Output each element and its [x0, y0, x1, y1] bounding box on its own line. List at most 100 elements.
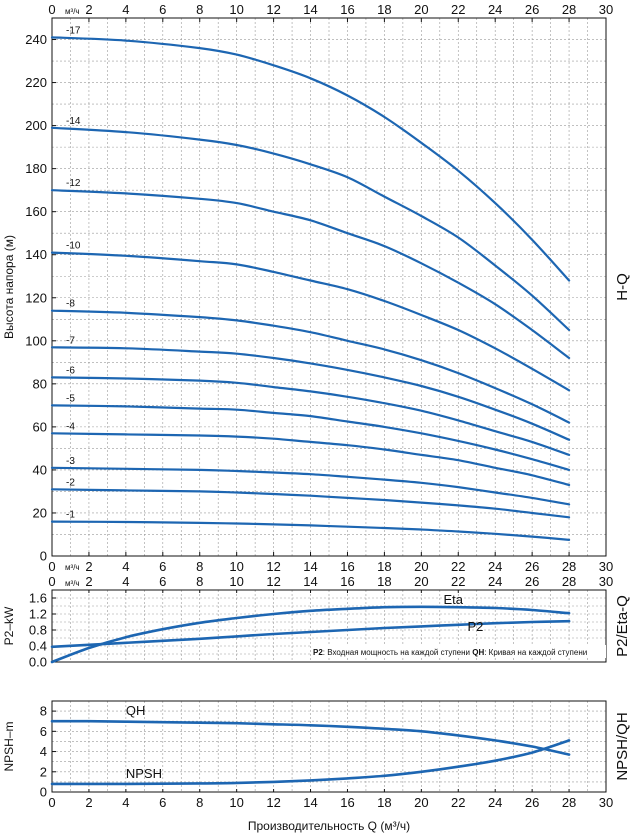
x-tick-label-bottom: 28: [562, 559, 576, 574]
curve-hq-17: [50, 36, 571, 282]
y-tick-label: 0: [40, 549, 47, 564]
curve-hq-4: [50, 432, 571, 487]
curve-label: -4: [66, 421, 75, 432]
x-tick-label-bottom: 24: [488, 559, 502, 574]
x-unit-label-bottom: м³/ч: [65, 563, 80, 572]
x-tick-label-bottom: 12: [266, 795, 280, 810]
y-tick-label: 40: [33, 462, 47, 477]
x-tick-label-top: 16: [340, 2, 354, 17]
grid-hq: [52, 18, 606, 556]
x-tick-label-top: 12: [266, 2, 280, 17]
y-tick-label: 0.0: [29, 655, 47, 670]
x-tick-label-bottom: 0: [48, 795, 55, 810]
y-tick-label: 0.8: [29, 623, 47, 638]
y-axis-title: Высота напора (м): [2, 235, 16, 339]
x-tick-label-top: 10: [229, 574, 243, 589]
curve-label: -5: [66, 393, 75, 404]
curve-hq-1: [50, 520, 571, 541]
x-tick-label-bottom: 2: [85, 559, 92, 574]
curve-hq-6: [50, 376, 571, 456]
x-tick-label-bottom: 2: [85, 795, 92, 810]
panel-hq: 0022446688101012121414161618182020222224…: [2, 2, 631, 574]
x-tick-label-bottom: 4: [122, 559, 129, 574]
y-tick-label: 1.6: [29, 591, 47, 606]
y-tick-label: 60: [33, 419, 47, 434]
x-unit-label-top: м³/ч: [65, 7, 80, 16]
x-tick-label-top: 14: [303, 574, 317, 589]
x-tick-label-bottom: 16: [340, 559, 354, 574]
x-axis-title: Производительность Q (м³/ч): [248, 819, 410, 833]
x-tick-label-bottom: 22: [451, 559, 465, 574]
x-tick-label-top: 4: [122, 2, 129, 17]
x-tick-label-top: 28: [562, 574, 576, 589]
curve-hq-3: [50, 466, 571, 506]
y-tick-label: 2: [40, 764, 47, 779]
x-tick-label-bottom: 12: [266, 559, 280, 574]
x-tick-label-top: 18: [377, 574, 391, 589]
x-tick-label-top: 6: [159, 574, 166, 589]
y-tick-label: 120: [25, 290, 47, 305]
y-tick-label: 160: [25, 204, 47, 219]
y-tick-label: 100: [25, 333, 47, 348]
curve-p2eta-P2: [50, 619, 571, 649]
y-tick-label: 20: [33, 505, 47, 520]
x-tick-label-bottom: 30: [599, 559, 613, 574]
series-label-p2: P2: [468, 619, 484, 634]
curve-npsh-NPSH: [50, 739, 571, 786]
y-axis-title: P2–kW: [2, 606, 16, 645]
panel-side-title: NPSH/QH: [614, 712, 631, 780]
y-tick-label: 0.4: [29, 639, 47, 654]
y-axis-title: NPSH–m: [2, 721, 16, 771]
grid-npsh: [52, 701, 606, 792]
x-tick-label-bottom: 10: [229, 559, 243, 574]
curve-label: -1: [66, 510, 75, 521]
x-tick-label-top: 8: [196, 574, 203, 589]
curve-label: -14: [66, 116, 81, 127]
x-tick-label-bottom: 20: [414, 559, 428, 574]
x-tick-label-top: 26: [525, 2, 539, 17]
x-tick-label-bottom: 20: [414, 795, 428, 810]
x-unit-label-top: м³/ч: [65, 579, 80, 588]
curve-hq-8: [50, 309, 571, 424]
y-tick-label: 80: [33, 376, 47, 391]
curve-label: -7: [66, 335, 75, 346]
x-tick-label-top: 30: [599, 2, 613, 17]
y-tick-label: 8: [40, 704, 47, 719]
plot-frame-p2eta: [51, 589, 607, 663]
curve-p2eta-Eta: [50, 605, 571, 664]
series-label-eta: Eta: [443, 592, 463, 607]
x-tick-label-top: 18: [377, 2, 391, 17]
plot-frame-hq: [51, 17, 607, 557]
x-tick-label-top: 16: [340, 574, 354, 589]
x-tick-label-top: 2: [85, 574, 92, 589]
x-tick-label-bottom: 4: [122, 795, 129, 810]
curve-hq-10: [50, 251, 571, 392]
x-tick-label-bottom: 26: [525, 795, 539, 810]
x-tick-label-bottom: 0: [48, 559, 55, 574]
x-tick-label-top: 6: [159, 2, 166, 17]
y-tick-label: 1.2: [29, 607, 47, 622]
curve-label: -10: [66, 241, 81, 252]
curve-hq-12: [50, 189, 571, 360]
curve-hq-7: [50, 346, 571, 441]
annotation-box: [311, 645, 606, 658]
annotation-end: : Кривая на каждой ступени: [484, 648, 587, 657]
curve-hq-5: [50, 404, 571, 471]
curve-hq-2: [50, 488, 571, 519]
x-tick-label-bottom: 18: [377, 559, 391, 574]
x-tick-label-bottom: 8: [196, 559, 203, 574]
annotation-text: P2: Входная мощность на каждой ступени Q…: [313, 648, 587, 657]
x-tick-label-top: 4: [122, 574, 129, 589]
x-tick-label-bottom: 6: [159, 795, 166, 810]
y-tick-label: 4: [40, 744, 47, 759]
x-tick-label-bottom: 8: [196, 795, 203, 810]
series-label-npsh: NPSH: [126, 766, 162, 781]
x-tick-label-top: 12: [266, 574, 280, 589]
x-tick-label-bottom: 26: [525, 559, 539, 574]
x-tick-label-top: 22: [451, 574, 465, 589]
y-tick-label: 200: [25, 118, 47, 133]
x-tick-label-top: 0: [48, 2, 55, 17]
x-tick-label-top: 10: [229, 2, 243, 17]
